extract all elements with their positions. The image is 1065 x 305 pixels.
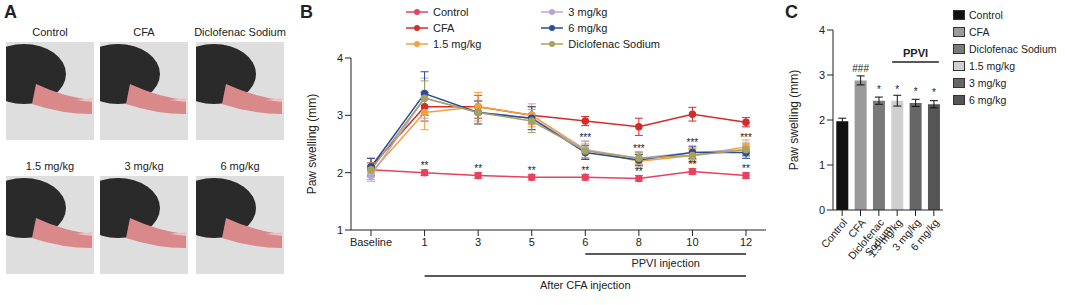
svg-text:5: 5	[529, 236, 535, 248]
svg-text:***: ***	[579, 132, 591, 143]
svg-text:Paw swelling (mm): Paw swelling (mm)	[787, 70, 801, 171]
svg-text:4: 4	[337, 52, 343, 64]
svg-text:4: 4	[819, 24, 825, 36]
svg-text:Paw swelling (mm): Paw swelling (mm)	[305, 94, 319, 195]
svg-text:2: 2	[337, 167, 343, 179]
svg-text:***: ***	[687, 137, 699, 148]
svg-text:After CFA injection: After CFA injection	[540, 279, 631, 291]
svg-text:3: 3	[337, 109, 343, 121]
svg-text:**: **	[421, 160, 429, 171]
svg-text:Control: Control	[818, 216, 849, 250]
svg-text:*: *	[932, 87, 936, 98]
svg-text:PPVI: PPVI	[903, 47, 928, 59]
svg-text:**: **	[742, 163, 750, 174]
svg-text:*: *	[914, 86, 918, 97]
svg-text:1: 1	[819, 159, 825, 171]
svg-text:***: ***	[633, 143, 645, 154]
svg-text:PPVI injection: PPVI injection	[631, 257, 699, 269]
svg-text:3: 3	[819, 69, 825, 81]
svg-text:*: *	[877, 84, 881, 95]
svg-text:10: 10	[686, 236, 698, 248]
svg-text:6: 6	[582, 236, 588, 248]
svg-text:###: ###	[852, 63, 869, 74]
svg-text:6 mg/kg: 6 mg/kg	[908, 216, 941, 252]
svg-text:**: **	[635, 166, 643, 177]
svg-text:8: 8	[636, 236, 642, 248]
svg-text:1: 1	[422, 236, 428, 248]
svg-text:***: ***	[740, 132, 752, 143]
svg-text:Baseline: Baseline	[350, 236, 392, 248]
svg-text:*: *	[895, 84, 899, 95]
svg-text:**: **	[474, 163, 482, 174]
svg-text:2: 2	[819, 114, 825, 126]
svg-text:0: 0	[819, 204, 825, 216]
svg-text:**: **	[528, 165, 536, 176]
svg-text:**: **	[581, 165, 589, 176]
svg-text:12: 12	[740, 236, 752, 248]
svg-text:3: 3	[475, 236, 481, 248]
svg-text:1: 1	[337, 224, 343, 236]
svg-text:**: **	[689, 159, 697, 170]
